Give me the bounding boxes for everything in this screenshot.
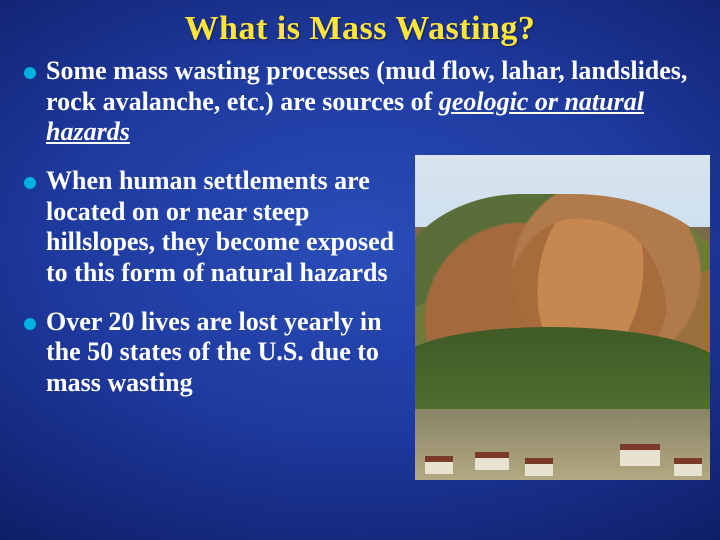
- text-segment: When human settlements are located on or…: [46, 166, 394, 287]
- bullet-dot-icon: [24, 67, 36, 79]
- bullet-dot-icon: [24, 177, 36, 189]
- photo-house-icon: [525, 458, 553, 476]
- photo-town-region: [415, 409, 710, 481]
- photo-house-icon: [475, 452, 509, 470]
- bullet-dot-icon: [24, 318, 36, 330]
- photo-house-icon: [620, 444, 660, 466]
- text-segment: Over 20 lives are lost yearly in the 50 …: [46, 307, 382, 397]
- slide-title: What is Mass Wasting?: [0, 0, 720, 48]
- bullet-item: Some mass wasting processes (mud flow, l…: [24, 56, 700, 148]
- photo-house-icon: [674, 458, 702, 476]
- bullet-text: When human settlements are located on or…: [46, 166, 416, 289]
- landslide-photo: [415, 155, 710, 480]
- bullet-text: Some mass wasting processes (mud flow, l…: [46, 56, 700, 148]
- bullet-text: Over 20 lives are lost yearly in the 50 …: [46, 307, 416, 399]
- photo-house-icon: [425, 456, 453, 474]
